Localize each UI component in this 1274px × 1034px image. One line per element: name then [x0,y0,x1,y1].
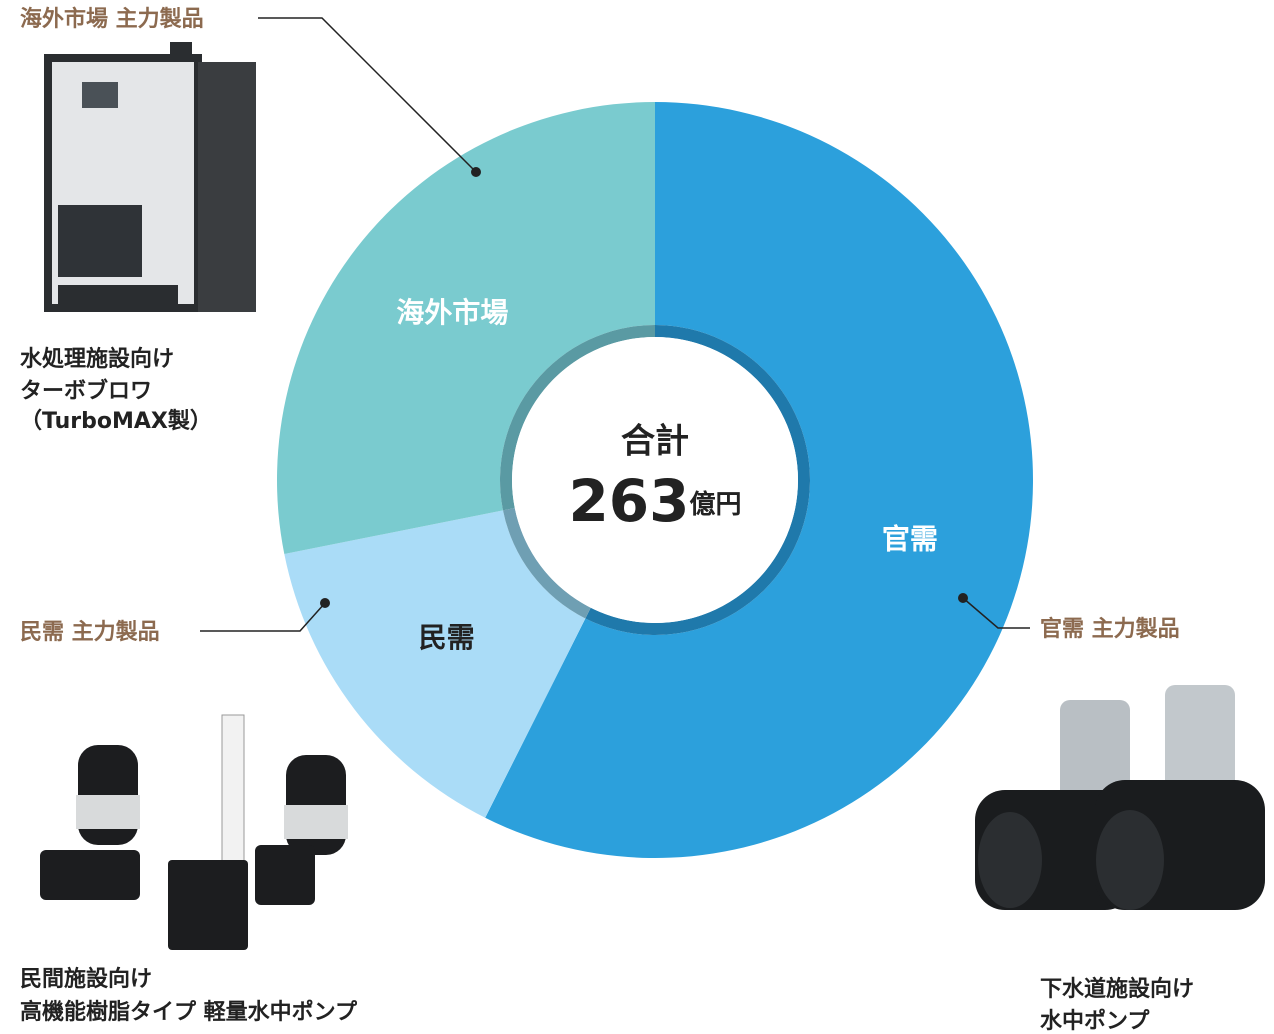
callout-dot [320,598,330,608]
callout-line [200,602,326,632]
product-caption: 民間施設向け [20,966,152,992]
callout-dot [471,167,481,177]
donut-segment [277,102,655,555]
product-caption: 水中ポンプ [1040,1008,1150,1034]
total-value: 263 [568,467,689,535]
callout-dot [958,593,968,603]
center-total: 263億円 [568,467,741,535]
callout-line [258,17,477,173]
donut-segment [284,510,586,818]
product-caption: 水処理施設向け [20,346,174,372]
center-label: 合計 [621,422,689,462]
callout-label: 官需 主力製品 [1040,616,1180,642]
segment-label: 民需 [419,621,475,654]
callout-line [962,597,1030,629]
total-unit: 億円 [690,490,742,520]
product-caption: 下水道施設向け [1040,976,1194,1002]
callout-label: 民需 主力製品 [20,619,160,645]
resin-pump-photo [40,714,348,950]
inner-ring-segment [503,508,591,619]
segment-label: 海外市場 [396,296,508,329]
product-caption: ターボブロワ [20,378,152,404]
segment-label: 官需 [882,522,938,555]
product-caption: 高機能樹脂タイプ 軽量水中ポンプ [20,999,358,1025]
submersible-pump-photo [975,685,1265,910]
donut-segment [485,102,1033,859]
product-caption: （TurboMAX製） [20,408,212,434]
center-hole [512,337,798,623]
turbo-blower-photo [44,42,256,312]
callout-label: 海外市場 主力製品 [20,6,204,32]
